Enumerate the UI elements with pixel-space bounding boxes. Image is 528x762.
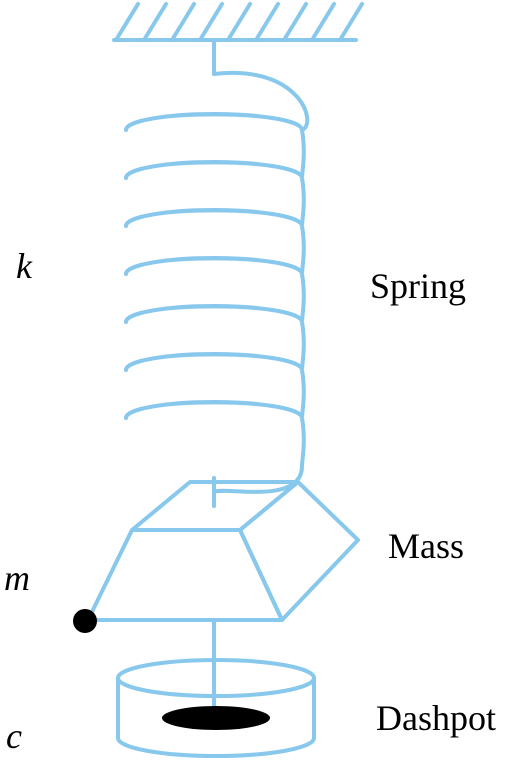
hatch-mark (142, 2, 168, 42)
spring-label: Spring (370, 266, 466, 306)
hatch-mark (114, 2, 140, 42)
mass-front-face (86, 528, 284, 622)
spring-coil (124, 38, 310, 494)
hatch-mark (338, 2, 364, 42)
dashpot-piston (162, 706, 270, 730)
hatch-mark (254, 2, 280, 42)
dashpot-body (116, 678, 316, 758)
hatch-mark (282, 2, 308, 42)
ceiling-hatching (114, 2, 364, 42)
hatch-mark (226, 2, 252, 42)
mass-point-dot (73, 609, 97, 633)
hatch-mark (170, 2, 196, 42)
hatch-mark (198, 2, 224, 42)
hatch-mark (310, 2, 336, 42)
spring (124, 38, 310, 494)
dashpot-label: Dashpot (376, 698, 496, 738)
spring-constant-symbol: k (16, 246, 33, 286)
mass-symbol: m (4, 558, 30, 598)
ceiling-support (112, 2, 364, 42)
mass-side-face (238, 480, 360, 622)
dashpot (116, 658, 316, 758)
damping-symbol: c (6, 716, 22, 756)
mass-label: Mass (388, 526, 464, 566)
mass-block (86, 476, 360, 622)
